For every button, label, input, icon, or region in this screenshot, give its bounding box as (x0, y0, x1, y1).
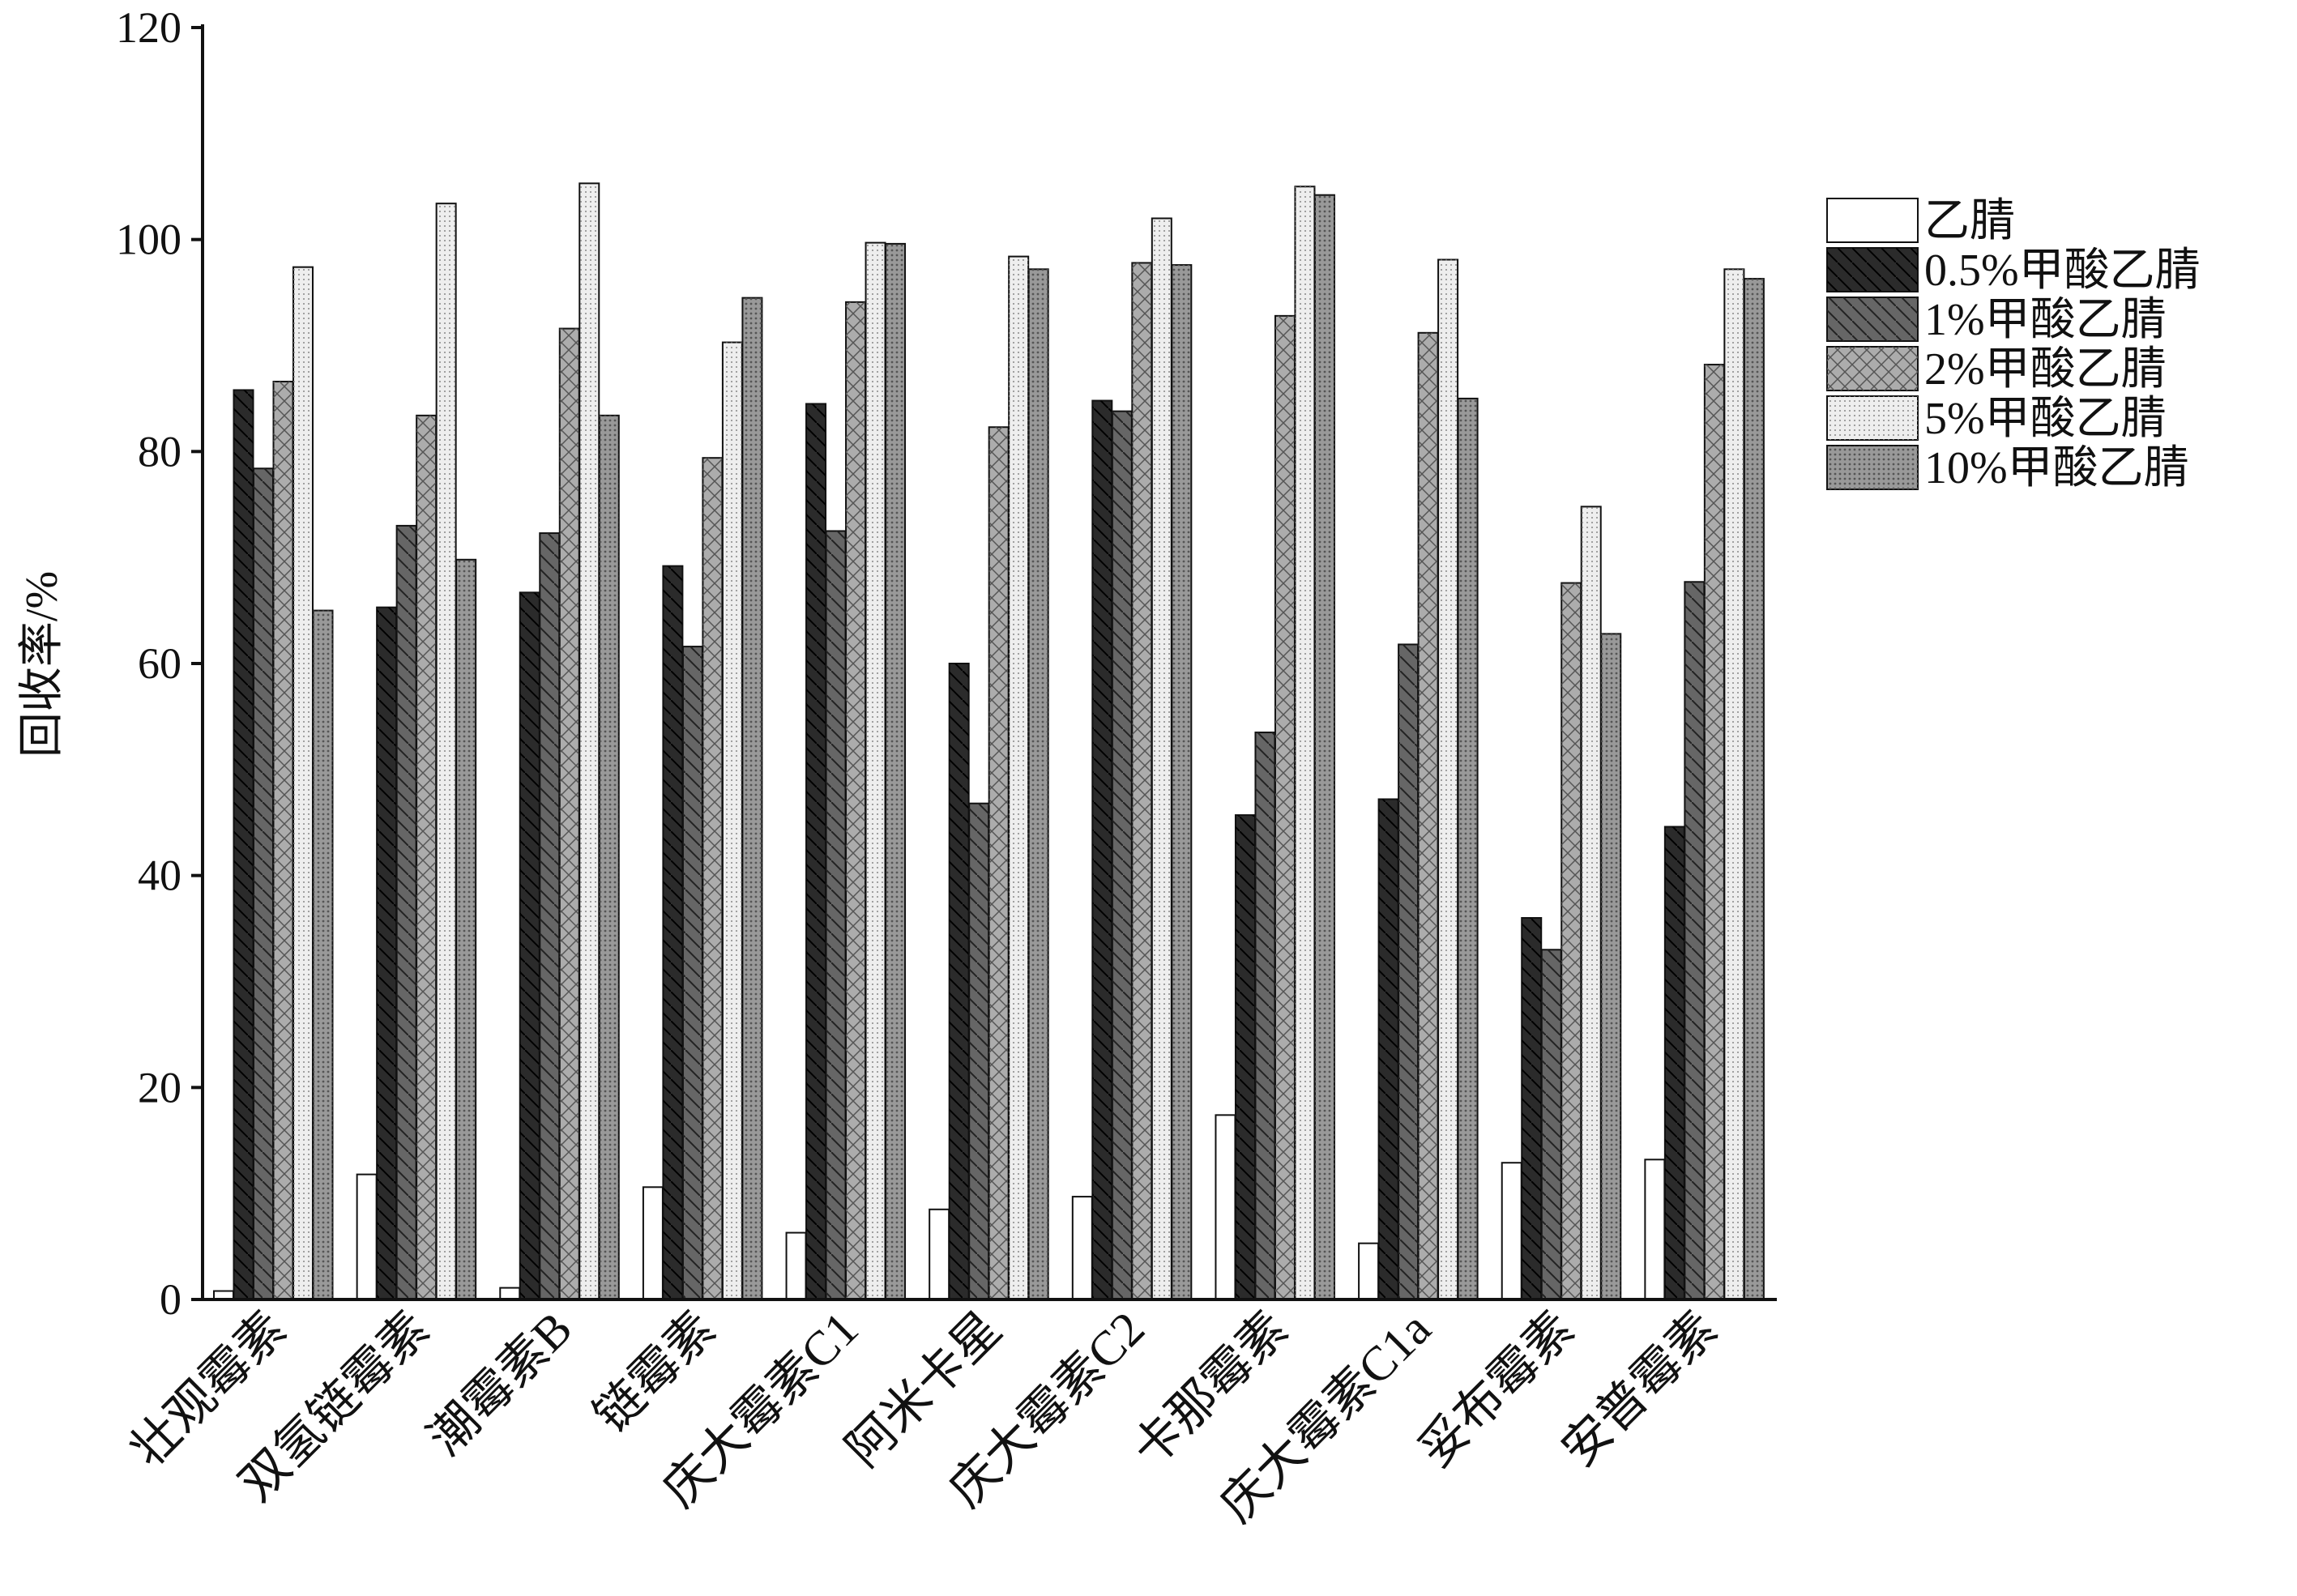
bar (1091, 399, 1113, 1300)
bar (416, 414, 438, 1300)
x-tick-label: 安普霉素 (1552, 1302, 1727, 1477)
bar (1171, 264, 1193, 1301)
bar (499, 1287, 521, 1300)
bar (1437, 258, 1459, 1300)
x-tick-label: 潮霉素B (418, 1302, 582, 1466)
bar (1071, 1196, 1093, 1301)
bar (539, 532, 561, 1300)
legend-label: 10%甲酸乙腈 (1924, 443, 2189, 493)
y-tick-label: 40 (138, 851, 181, 900)
bar (1234, 814, 1256, 1300)
bar (845, 301, 867, 1301)
bar (292, 266, 314, 1300)
bar (1215, 1114, 1236, 1300)
bar (312, 609, 334, 1300)
bar (558, 327, 580, 1301)
bar (988, 426, 1010, 1300)
bar (579, 182, 600, 1301)
bar (929, 1208, 950, 1300)
bar (721, 341, 743, 1301)
bar (395, 524, 417, 1300)
bar (1027, 268, 1049, 1300)
bar (1313, 194, 1335, 1300)
y-tick-label: 0 (160, 1275, 181, 1324)
bar (1131, 262, 1153, 1301)
bar (1274, 314, 1296, 1300)
bar (1457, 397, 1479, 1301)
bar (435, 203, 457, 1300)
y-tick-label: 120 (116, 3, 181, 52)
bar (1644, 1159, 1666, 1301)
bar (741, 297, 763, 1300)
bar (519, 591, 540, 1300)
bar (1398, 643, 1420, 1300)
bar (681, 646, 703, 1300)
bar (825, 530, 847, 1300)
bar (1501, 1162, 1522, 1300)
bar (1254, 732, 1276, 1300)
legend-swatch-pattern (1827, 248, 1918, 292)
bar (272, 380, 294, 1301)
bar (598, 414, 620, 1300)
bar (1580, 506, 1602, 1300)
bar (642, 1186, 664, 1300)
bar (948, 663, 970, 1300)
bar (1111, 410, 1133, 1300)
bar (1663, 826, 1685, 1300)
bar (253, 467, 274, 1300)
legend-swatch-pattern (1827, 396, 1918, 440)
legend-label: 0.5%甲酸乙腈 (1924, 245, 2201, 296)
bar (1561, 582, 1582, 1300)
y-axis-label: 回收率/% (17, 571, 67, 757)
bar (1703, 364, 1725, 1300)
bar (1008, 255, 1030, 1301)
bar (1723, 268, 1745, 1300)
bar (968, 802, 990, 1300)
legend-label: 乙腈 (1924, 196, 2015, 246)
x-tick-label: 链霉素 (584, 1302, 725, 1443)
bar (356, 1173, 378, 1301)
legend-label: 5%甲酸乙腈 (1924, 394, 2167, 444)
bar (1417, 331, 1439, 1300)
y-tick-label: 60 (138, 639, 181, 688)
legend-swatch-pattern (1827, 297, 1918, 341)
bar (1521, 917, 1543, 1300)
bar (1151, 217, 1172, 1300)
bar (865, 241, 886, 1300)
bar (1358, 1242, 1380, 1300)
bar (1294, 186, 1316, 1300)
legend-swatch-pattern (1827, 347, 1918, 390)
bar (1600, 633, 1622, 1300)
bar (1377, 798, 1399, 1300)
legend-swatch (1826, 198, 1919, 243)
legend-label: 2%甲酸乙腈 (1924, 344, 2167, 395)
bar (455, 558, 477, 1300)
bar (233, 389, 254, 1301)
y-tick-label: 20 (138, 1063, 181, 1112)
bar (1540, 949, 1562, 1300)
bar (376, 606, 398, 1300)
legend-label: 1%甲酸乙腈 (1924, 295, 2167, 345)
y-tick-label: 100 (116, 216, 181, 264)
bar (702, 457, 724, 1300)
legend-swatch-pattern (1827, 446, 1918, 489)
x-tick-label: 妥布霉素 (1409, 1302, 1584, 1477)
bar (785, 1231, 807, 1300)
bar (885, 242, 907, 1300)
bar (1684, 581, 1706, 1300)
bar (805, 403, 827, 1300)
y-tick-label: 80 (138, 427, 181, 476)
bar (1743, 278, 1765, 1301)
bar (662, 565, 684, 1300)
